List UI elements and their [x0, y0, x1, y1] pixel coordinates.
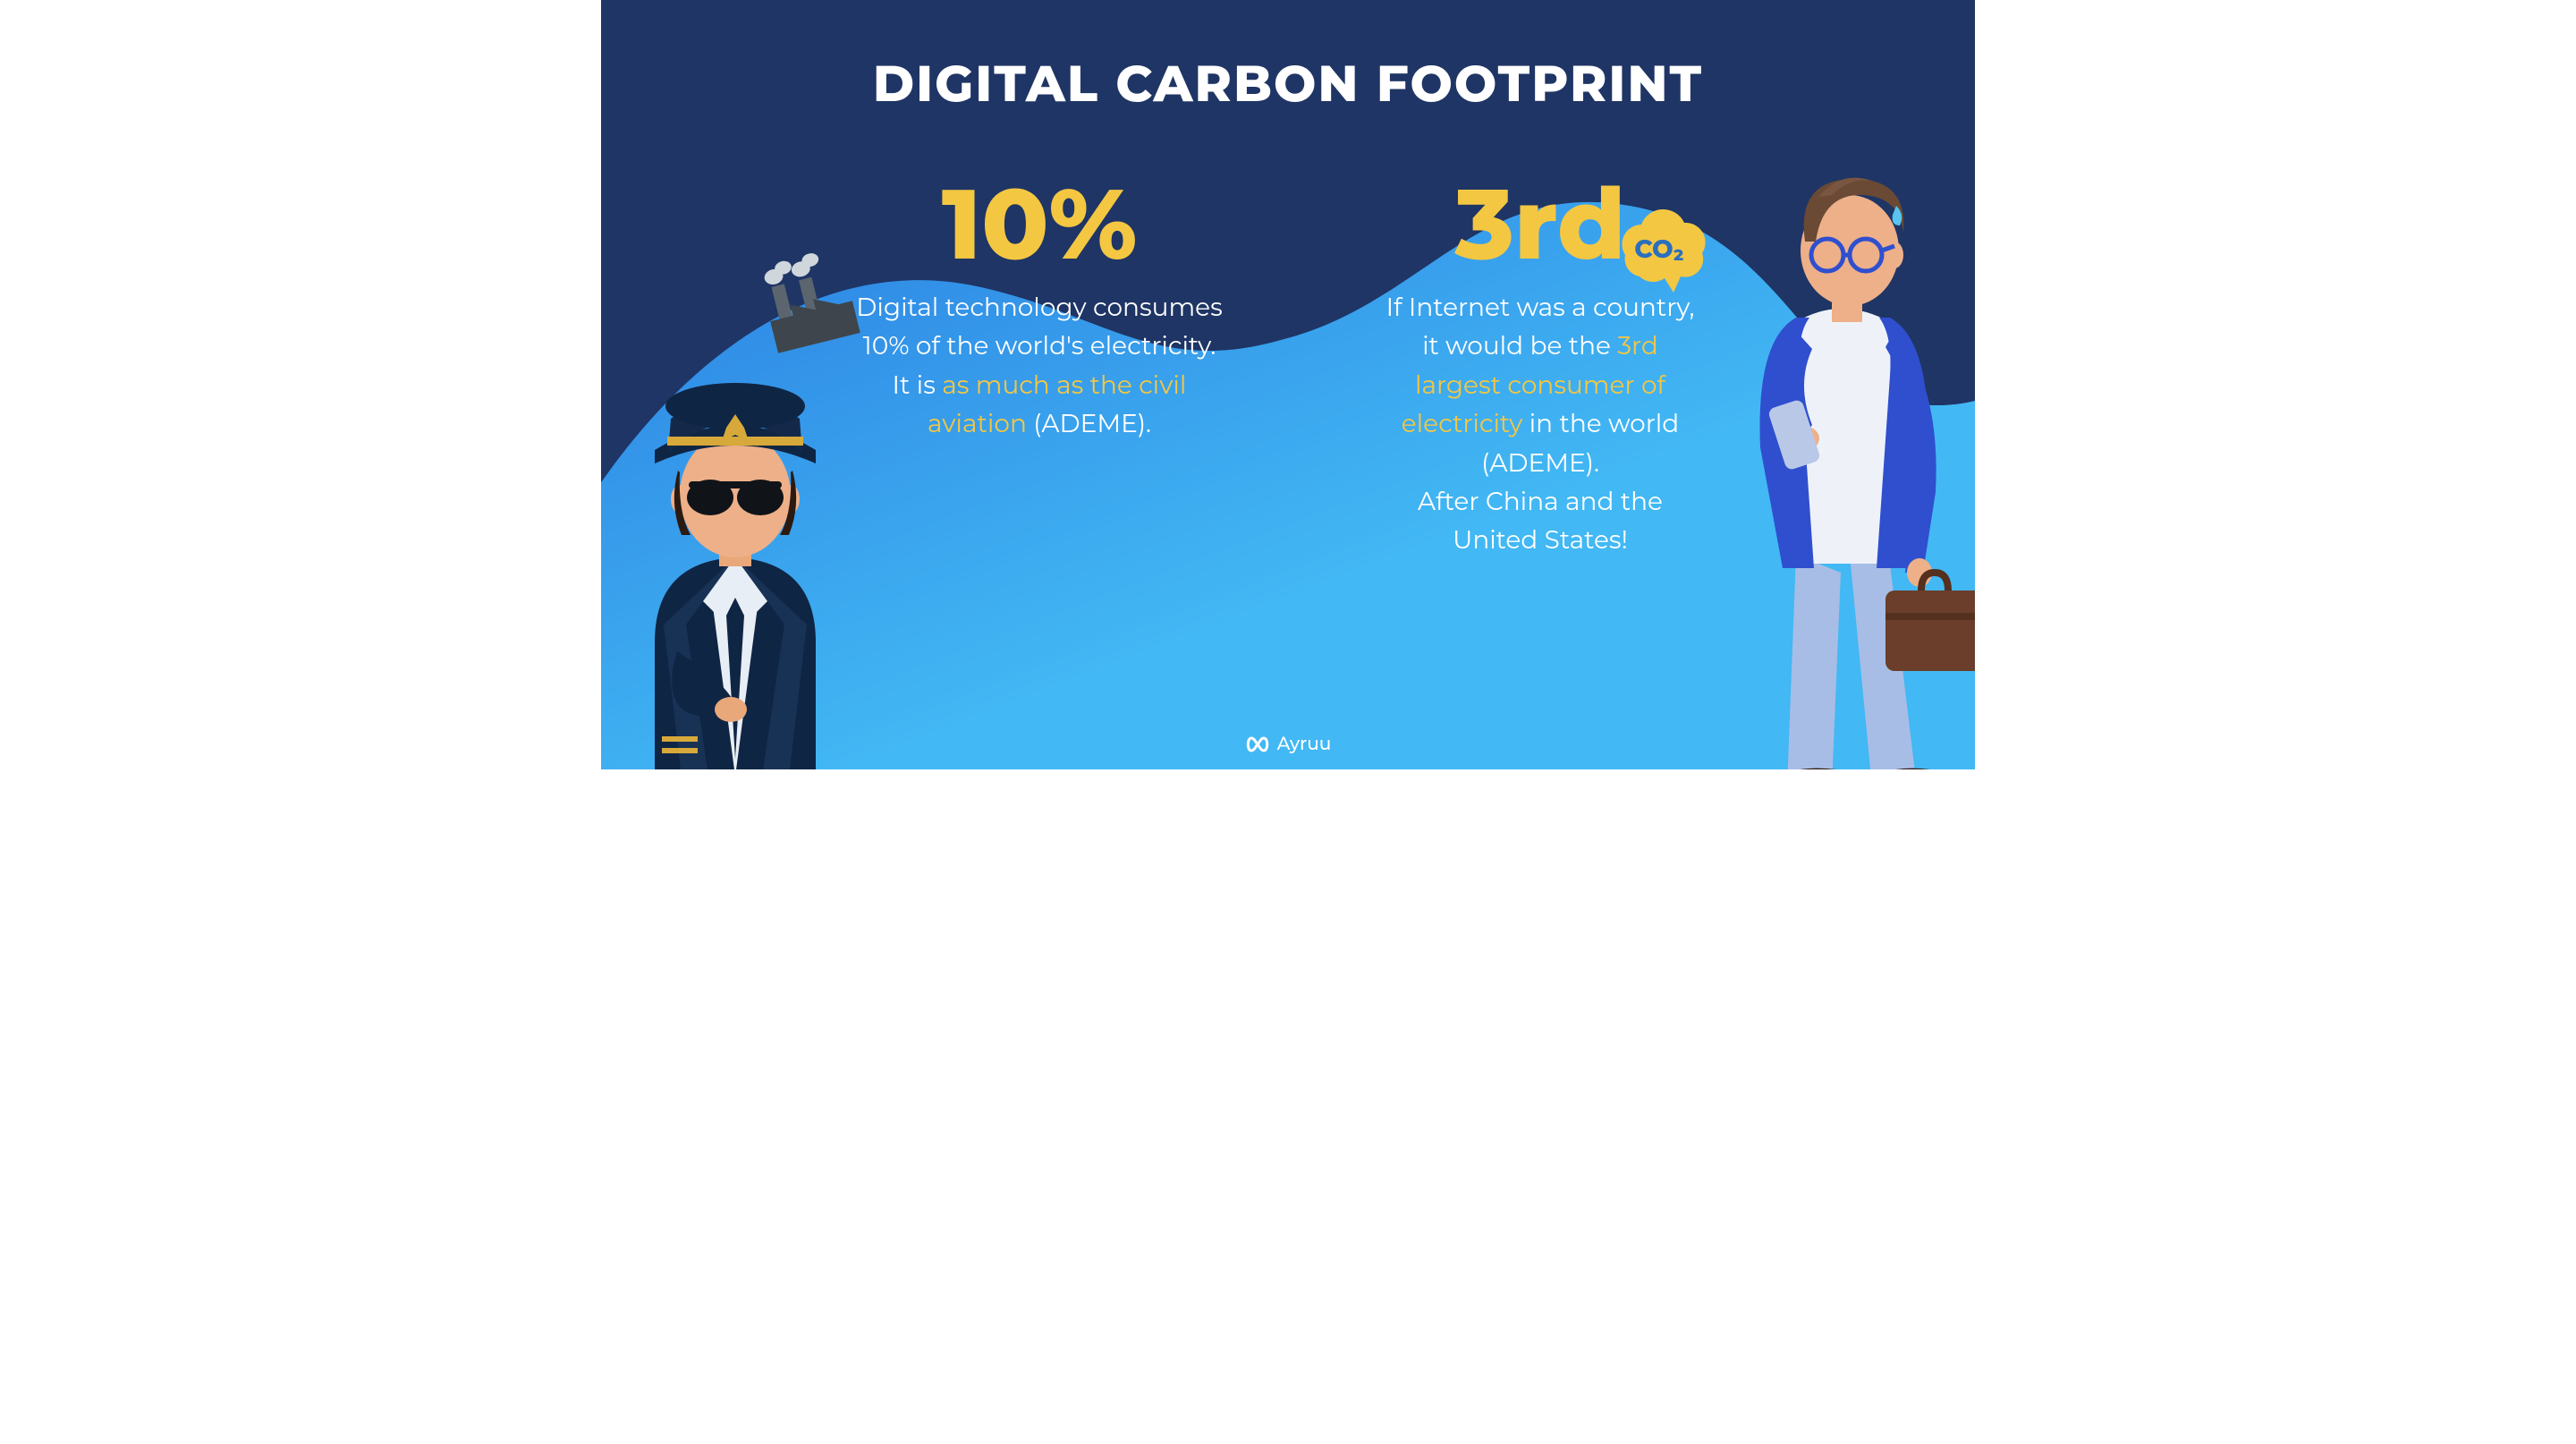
- infinity-logo-icon: [1245, 736, 1270, 752]
- stat-left-prefix: It is: [893, 370, 943, 401]
- stat-left-body: Digital technology consumes 10% of the w…: [852, 289, 1227, 445]
- businessman-phone-icon: [1662, 107, 1975, 769]
- stat-block-left: 10% Digital technology consumes 10% of t…: [852, 174, 1227, 445]
- stat-block-right: 3rd If Internet was a country, it would …: [1379, 174, 1701, 561]
- stat-left-suffix: (ADEME).: [1027, 409, 1151, 439]
- stat-left-value: 10%: [852, 174, 1227, 273]
- stat-right-body: If Internet was a country, it would be t…: [1379, 289, 1701, 561]
- stat-left-line1: Digital technology consumes 10% of the w…: [856, 293, 1222, 361]
- stat-right-tail: After China and the United States!: [1418, 487, 1663, 556]
- stat-right-value: 3rd: [1379, 174, 1701, 273]
- infographic-stage: DIGITAL CARBON FOOTPRINT CO₂ 10% Digital…: [601, 0, 1975, 769]
- pilot-icon: [601, 329, 878, 769]
- page-title: DIGITAL CARBON FOOTPRINT: [601, 54, 1975, 115]
- brand-name: Ayruu: [1277, 734, 1332, 755]
